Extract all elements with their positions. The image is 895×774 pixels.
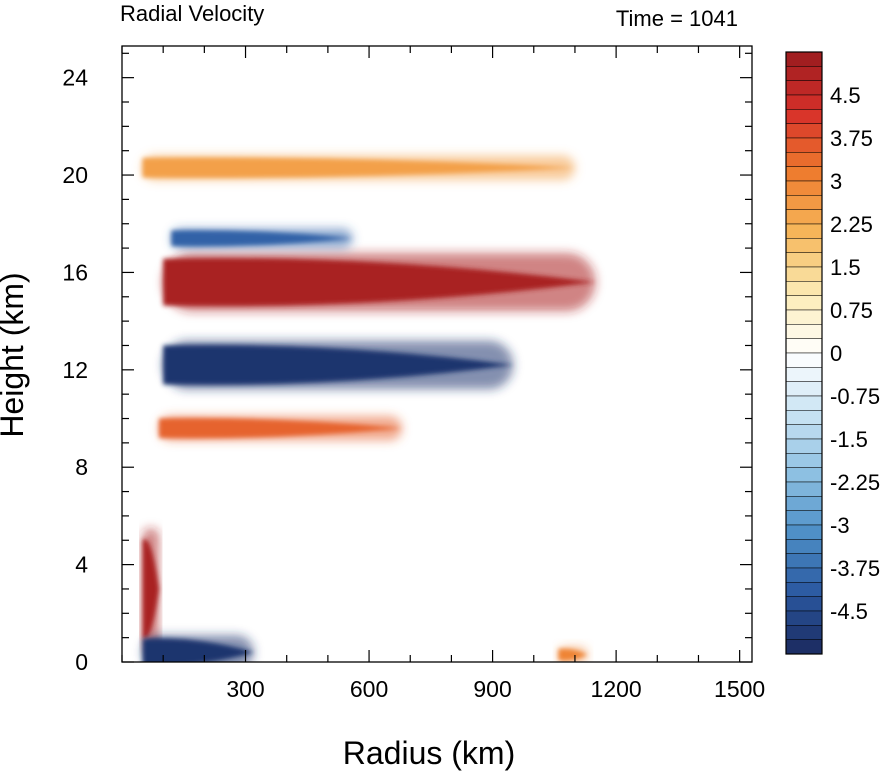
colorbar-swatch bbox=[785, 166, 823, 182]
y-tick-label: 20 bbox=[62, 162, 88, 188]
colorbar-label: -4.5 bbox=[830, 599, 868, 624]
velocity-feature bbox=[142, 638, 254, 662]
colorbar-swatch bbox=[785, 94, 823, 110]
velocity-feature bbox=[558, 648, 588, 661]
x-tick-label: 1200 bbox=[591, 676, 642, 702]
velocity-feature bbox=[163, 344, 514, 385]
colorbar-swatch bbox=[785, 424, 823, 440]
y-tick-label: 24 bbox=[62, 65, 88, 91]
chart-time-label: Time = 1041 bbox=[616, 6, 738, 31]
colorbar-swatch bbox=[785, 137, 823, 153]
colorbar-swatch bbox=[785, 66, 823, 81]
x-tick-label: 300 bbox=[226, 676, 264, 702]
colorbar-swatch bbox=[785, 281, 823, 296]
colorbar-swatch bbox=[785, 610, 823, 626]
y-tick-label: 12 bbox=[62, 357, 88, 383]
colorbar-swatch bbox=[785, 453, 823, 468]
colorbar-swatch bbox=[785, 524, 823, 540]
colorbar-swatch bbox=[785, 639, 823, 655]
colorbar-swatch bbox=[785, 152, 823, 167]
x-tick-label: 1500 bbox=[714, 676, 765, 702]
x-tick-label: 600 bbox=[350, 676, 388, 702]
colorbar: 4.5 3.75 3 2.25 1.5 0.75 0 -0.75 -1.5 -2.25 -3 -3.7… bbox=[785, 51, 880, 655]
colorbar-swatch bbox=[785, 51, 823, 67]
colorbar-label: 1.5 bbox=[830, 255, 861, 280]
colorbar-swatch bbox=[785, 625, 823, 640]
colorbar-swatch bbox=[785, 80, 823, 96]
colorbar-swatch bbox=[785, 438, 823, 454]
colorbar-label: 4.5 bbox=[830, 83, 861, 108]
colorbar-swatch bbox=[785, 309, 823, 325]
velocity-feature bbox=[171, 230, 353, 247]
colorbar-swatch bbox=[785, 266, 823, 282]
colorbar-swatch bbox=[785, 180, 823, 196]
colorbar-label: -0.75 bbox=[830, 384, 880, 409]
colorbar-swatch bbox=[785, 352, 823, 368]
chart-title: Radial Velocity bbox=[120, 1, 264, 26]
colorbar-swatch bbox=[785, 238, 823, 253]
colorbar-swatch bbox=[785, 539, 823, 554]
x-axis-label: Radius (km) bbox=[343, 735, 515, 771]
colorbar-label: 2.25 bbox=[830, 212, 873, 237]
colorbar-swatch bbox=[785, 338, 823, 354]
colorbar-swatch bbox=[785, 223, 823, 239]
colorbar-swatch bbox=[785, 496, 823, 511]
colorbar-swatch bbox=[785, 381, 823, 397]
colorbar-swatch bbox=[785, 582, 823, 597]
colorbar-swatch bbox=[785, 510, 823, 526]
colorbar-label: 3.75 bbox=[830, 126, 873, 151]
colorbar-swatch bbox=[785, 252, 823, 268]
colorbar-swatch bbox=[785, 553, 823, 569]
colorbar-swatch bbox=[785, 195, 823, 210]
colorbar-swatch bbox=[785, 324, 823, 339]
colorbar-swatch bbox=[785, 596, 823, 612]
colorbar-label: 0 bbox=[830, 341, 842, 366]
plot-frame bbox=[121, 45, 753, 663]
colorbar-label: -3.75 bbox=[830, 556, 880, 581]
colorbar-frame bbox=[785, 51, 823, 655]
colorbar-label: -2.25 bbox=[830, 470, 880, 495]
x-tick-label: 900 bbox=[473, 676, 511, 702]
colorbar-swatch bbox=[785, 123, 823, 139]
x-axis-ticks: 300 600 900 1200 1500 bbox=[121, 46, 765, 702]
velocity-feature bbox=[142, 539, 160, 639]
velocity-feature bbox=[163, 258, 596, 307]
colorbar-label: 3 bbox=[830, 169, 842, 194]
velocity-field bbox=[142, 155, 596, 662]
y-tick-label: 0 bbox=[75, 649, 88, 675]
velocity-feature bbox=[142, 157, 575, 178]
colorbar-label: 0.75 bbox=[830, 298, 873, 323]
y-tick-label: 8 bbox=[75, 454, 88, 480]
colorbar-swatch bbox=[785, 567, 823, 583]
colorbar-swatch bbox=[785, 481, 823, 497]
colorbar-label: -1.5 bbox=[830, 427, 868, 452]
velocity-feature bbox=[159, 418, 402, 439]
colorbar-swatch bbox=[785, 367, 823, 382]
colorbar-swatch bbox=[785, 109, 823, 124]
colorbar-swatch bbox=[785, 209, 823, 225]
y-tick-label: 16 bbox=[62, 259, 88, 285]
colorbar-swatch bbox=[785, 467, 823, 483]
y-axis-label: Height (km) bbox=[0, 272, 30, 437]
y-tick-label: 4 bbox=[75, 552, 88, 578]
colorbar-swatch bbox=[785, 410, 823, 425]
y-axis-ticks: 0 4 8 12 16 20 24 bbox=[62, 52, 752, 675]
colorbar-swatch bbox=[785, 295, 823, 311]
colorbar-label: -3 bbox=[830, 513, 850, 538]
colorbar-swatch bbox=[785, 395, 823, 411]
